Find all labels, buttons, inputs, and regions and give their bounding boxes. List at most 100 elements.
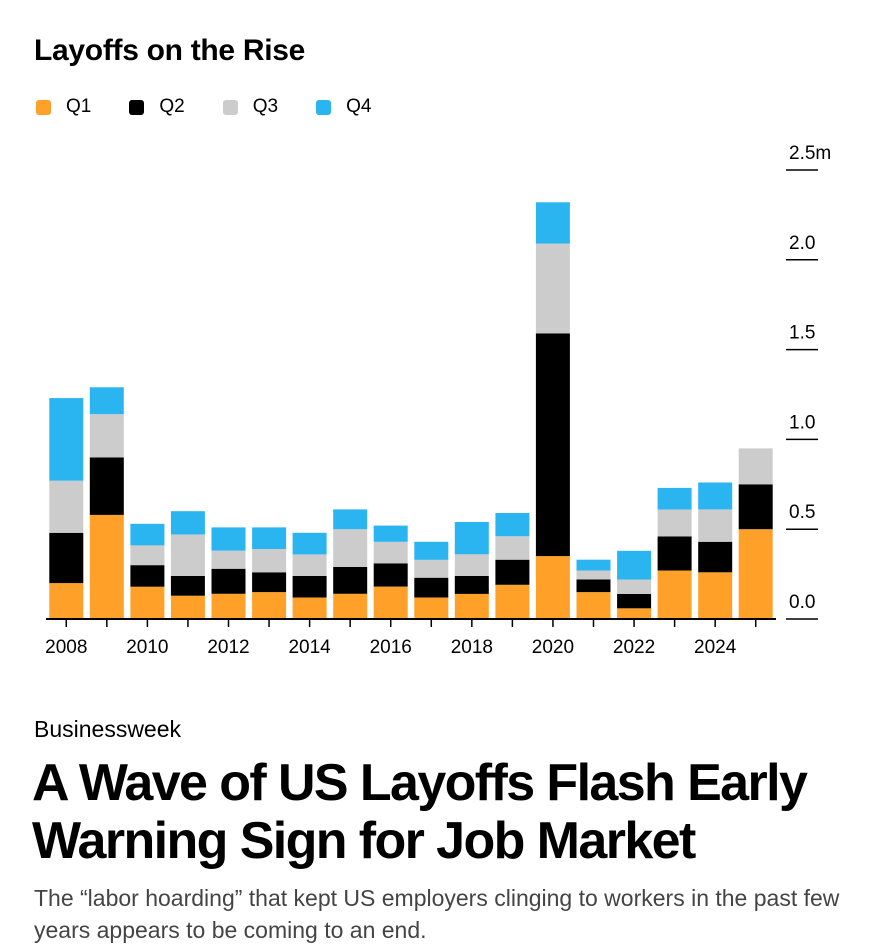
bar-2020-q3 (535, 243, 570, 334)
bar-2012-q4 (211, 527, 246, 551)
bar-2018-q4 (454, 522, 489, 555)
section-label: Businessweek (34, 716, 182, 742)
legend-label-q1: Q1 (66, 96, 92, 117)
x-tick-label-2008: 2008 (45, 637, 87, 658)
x-tick-label-2018: 2018 (451, 637, 493, 658)
bar-2010-q1 (130, 586, 165, 619)
bar-2016-q2 (373, 563, 408, 587)
legend-item-q4: Q4 (316, 96, 371, 118)
bar-2012-q1 (211, 593, 246, 619)
x-tick-label-2016: 2016 (370, 637, 412, 658)
bar-2017-q1 (414, 597, 449, 619)
bar-2024-q2 (698, 541, 733, 573)
bar-2008-q1 (49, 583, 84, 619)
legend-swatch-q2 (129, 99, 145, 115)
bar-2022-q4 (617, 550, 652, 580)
article-dek: The “labor hoarding” that kept US employ… (34, 885, 840, 943)
legend-item-q3: Q3 (222, 96, 279, 118)
bar-2019-q3 (495, 536, 530, 560)
legend-item-q2: Q2 (129, 96, 185, 118)
bar-2013-q2 (252, 572, 287, 593)
bar-2011-q1 (170, 595, 205, 619)
x-tick-label-2012: 2012 (207, 637, 249, 658)
y-tick-label-0: 0.0 (789, 592, 815, 613)
bar-2019-q1 (495, 584, 530, 619)
bar-2012-q3 (211, 550, 246, 569)
bar-2018-q3 (454, 554, 489, 576)
legend-swatch-q1 (36, 99, 51, 115)
bar-2008-q2 (49, 532, 84, 584)
bar-2016-q1 (373, 586, 408, 619)
legend-swatch-q4 (316, 99, 332, 115)
bar-2013-q4 (252, 527, 287, 549)
bar-2019-q2 (495, 559, 530, 585)
bar-2021-q3 (576, 570, 611, 580)
bar-2013-q1 (252, 592, 287, 619)
article-headline: A Wave of US Layoffs Flash Early Warning… (32, 754, 808, 870)
y-tick-label-4: 2.0 (789, 233, 815, 254)
legend-label-q3: Q3 (252, 96, 279, 117)
bar-2015-q3 (333, 529, 368, 567)
bar-2009-q1 (89, 514, 124, 619)
bar-2017-q3 (414, 559, 449, 578)
bar-2023-q1 (657, 570, 692, 619)
bar-2021-q1 (576, 592, 611, 619)
bar-2019-q4 (495, 513, 530, 537)
bar-2017-q4 (414, 541, 449, 560)
bar-2021-q4 (576, 559, 611, 571)
chart-legend: Q1 Q2 Q3 Q4 (36, 96, 409, 118)
legend-item-q1: Q1 (36, 96, 91, 118)
bar-2022-q1 (617, 608, 652, 619)
bar-2014-q4 (292, 532, 327, 555)
bar-2014-q3 (292, 554, 327, 576)
bar-2015-q4 (333, 509, 368, 530)
x-tick-label-2010: 2010 (126, 637, 168, 658)
bar-2017-q2 (414, 577, 449, 598)
bar-2022-q2 (617, 593, 652, 609)
bar-2010-q3 (130, 545, 165, 566)
y-tick-label-3: 1.5 (789, 323, 815, 344)
bar-2010-q2 (130, 565, 165, 587)
bar-2023-q2 (657, 536, 692, 571)
bar-2011-q4 (170, 511, 205, 535)
bar-2025-q3 (738, 448, 773, 485)
bar-2021-q2 (576, 579, 611, 593)
bar-2018-q2 (454, 575, 489, 594)
bar-2016-q3 (373, 541, 408, 564)
bar-2018-q1 (454, 593, 489, 619)
bar-2015-q2 (333, 566, 368, 594)
bar-2008-q3 (49, 480, 84, 533)
bar-2025-q2 (738, 484, 773, 530)
chart-title: Layoffs on the Rise (34, 34, 306, 67)
x-tick-label-2020: 2020 (532, 637, 574, 658)
legend-swatch-q3 (222, 99, 238, 115)
legend-label-q2: Q2 (159, 96, 185, 117)
bar-2011-q3 (170, 534, 205, 576)
bar-2020-q2 (535, 333, 570, 557)
bar-2012-q2 (211, 568, 246, 594)
bar-2024-q4 (698, 482, 733, 510)
bar-2009-q3 (89, 414, 124, 458)
bar-2020-q4 (535, 202, 570, 244)
bar-2013-q3 (252, 549, 287, 573)
bar-2024-q1 (698, 572, 733, 619)
bar-2009-q2 (89, 457, 124, 515)
bar-2023-q3 (657, 509, 692, 537)
stacked-bar-chart: 2008 2010 2012 2014 2016 2018 2020 2022 2024 0.0 0… (45, 143, 831, 658)
x-tick-label-2022: 2022 (613, 637, 655, 658)
legend-label-q4: Q4 (346, 96, 372, 117)
bar-2015-q1 (333, 593, 368, 619)
x-tick-label-2014: 2014 (288, 637, 331, 658)
bar-2010-q4 (130, 523, 165, 546)
bar-2024-q3 (698, 509, 733, 542)
y-tick-label-5: 2.5m (789, 143, 831, 164)
bar-2020-q1 (535, 556, 570, 619)
bar-2023-q4 (657, 487, 692, 510)
bar-2009-q4 (89, 387, 124, 415)
bar-2016-q4 (373, 525, 408, 542)
y-tick-label-1: 0.5 (789, 502, 815, 523)
bar-2025-q1 (738, 529, 773, 619)
bar-2008-q4 (49, 398, 84, 481)
bar-2014-q1 (292, 597, 327, 619)
bar-2014-q2 (292, 575, 327, 598)
